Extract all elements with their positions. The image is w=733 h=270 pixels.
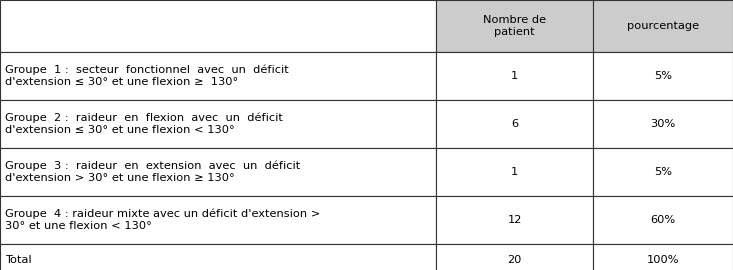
Text: 30%: 30% (650, 119, 676, 129)
Bar (593, 0, 733, 52)
Bar (593, 244, 733, 270)
Text: 60%: 60% (650, 215, 676, 225)
Bar (436, 100, 593, 148)
Text: Groupe  4 : raideur mixte avec un déficit d'extension >
30° et une flexion < 130: Groupe 4 : raideur mixte avec un déficit… (5, 209, 320, 231)
Text: Groupe  1 :  secteur  fonctionnel  avec  un  déficit
d'extension ≤ 30° et une fl: Groupe 1 : secteur fonctionnel avec un d… (5, 65, 289, 87)
Bar (436, 196, 593, 244)
Bar (593, 100, 733, 148)
Text: 100%: 100% (647, 255, 679, 265)
Text: Groupe  2 :  raideur  en  flexion  avec  un  déficit
d'extension ≤ 30° et une fl: Groupe 2 : raideur en flexion avec un dé… (5, 113, 283, 135)
Bar (593, 52, 733, 100)
Bar (436, 0, 593, 52)
Text: 1: 1 (511, 167, 518, 177)
Text: 20: 20 (507, 255, 522, 265)
Bar (436, 148, 593, 196)
Bar (0, 148, 436, 196)
Bar (0, 196, 436, 244)
Text: 5%: 5% (654, 71, 672, 81)
Bar (593, 196, 733, 244)
Bar (0, 52, 436, 100)
Bar (0, 244, 436, 270)
Text: Groupe  3 :  raideur  en  extension  avec  un  déficit
d'extension > 30° et une : Groupe 3 : raideur en extension avec un … (5, 161, 301, 183)
Bar (593, 148, 733, 196)
Text: 6: 6 (511, 119, 518, 129)
Text: 5%: 5% (654, 167, 672, 177)
Text: Total: Total (5, 255, 32, 265)
Text: pourcentage: pourcentage (627, 21, 699, 31)
Bar (436, 52, 593, 100)
Text: Nombre de
patient: Nombre de patient (483, 15, 546, 37)
Bar (0, 0, 436, 52)
Text: 12: 12 (507, 215, 522, 225)
Bar (0, 100, 436, 148)
Bar (436, 244, 593, 270)
Text: 1: 1 (511, 71, 518, 81)
